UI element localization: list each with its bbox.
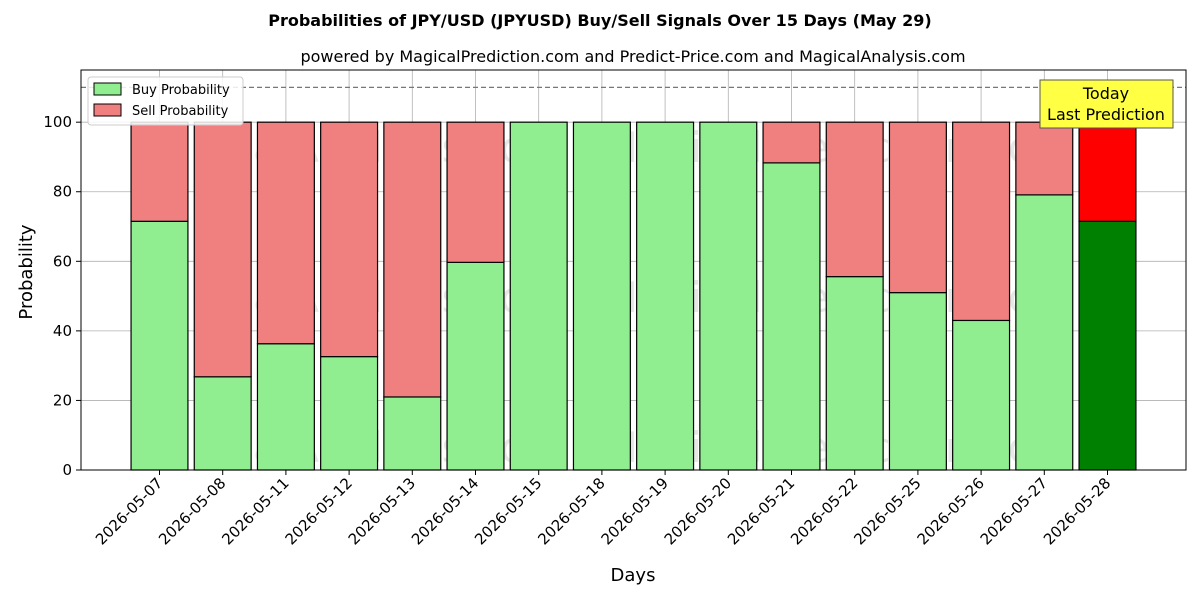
sell-bar (383, 121, 442, 398)
sell-bar (320, 121, 379, 358)
legend-label-buy: Buy Probability (132, 83, 230, 98)
y-tick-label: 0 (62, 461, 72, 479)
sell-bar (888, 121, 947, 294)
sell-bar (825, 121, 884, 278)
chart-subtitle: powered by MagicalPrediction.com and Pre… (300, 47, 965, 66)
sell-bar (193, 121, 252, 378)
sell-bar (256, 121, 315, 345)
annotation-line-today: Today (1082, 84, 1129, 103)
y-tick-label: 20 (53, 391, 72, 409)
y-axis-label: Probability (16, 224, 37, 319)
annotation-line-last-prediction: Last Prediction (1047, 105, 1165, 124)
sell-bar (952, 121, 1011, 322)
legend-label-sell: Sell Probability (132, 104, 229, 119)
chart-title: Probabilities of JPY/USD (JPYUSD) Buy/Se… (268, 11, 932, 30)
y-tick-label: 100 (43, 113, 72, 131)
sell-bar (1078, 121, 1137, 222)
y-tick-label: 80 (53, 183, 72, 201)
buy-bar (320, 356, 379, 471)
buy-bar (699, 121, 758, 471)
buy-bar (636, 121, 695, 471)
buy-bar (1078, 220, 1137, 471)
buy-bar (193, 376, 252, 471)
buy-bar (952, 319, 1011, 471)
sell-bar (762, 121, 821, 164)
buy-bar (762, 162, 821, 471)
buy-bar (572, 121, 631, 471)
annotation-box (1039, 79, 1174, 129)
buy-bar (509, 121, 568, 471)
sell-bar (1015, 121, 1074, 196)
plot-frame (80, 69, 1187, 471)
sell-bar (130, 121, 189, 222)
plot-area: MagicalAnalysis.comMagicalPrediction.com… (43, 69, 1187, 548)
buy-bar (130, 220, 189, 471)
x-axis-label: Days (611, 565, 656, 586)
sell-bar (446, 121, 505, 263)
legend-swatch-buy (93, 82, 122, 96)
buy-bar (383, 396, 442, 471)
legend: Buy Probability Sell Probability (87, 76, 244, 126)
today-annotation: Today Last Prediction (1039, 79, 1174, 129)
buy-bar (1015, 194, 1074, 471)
buy-bar (888, 292, 947, 471)
y-tick-label: 60 (53, 252, 72, 270)
buy-bar (256, 343, 315, 471)
buy-bar (446, 261, 505, 471)
legend-swatch-sell (93, 103, 122, 117)
legend-box (87, 76, 244, 126)
y-tick-label: 40 (53, 322, 72, 340)
buy-bar (825, 276, 884, 471)
